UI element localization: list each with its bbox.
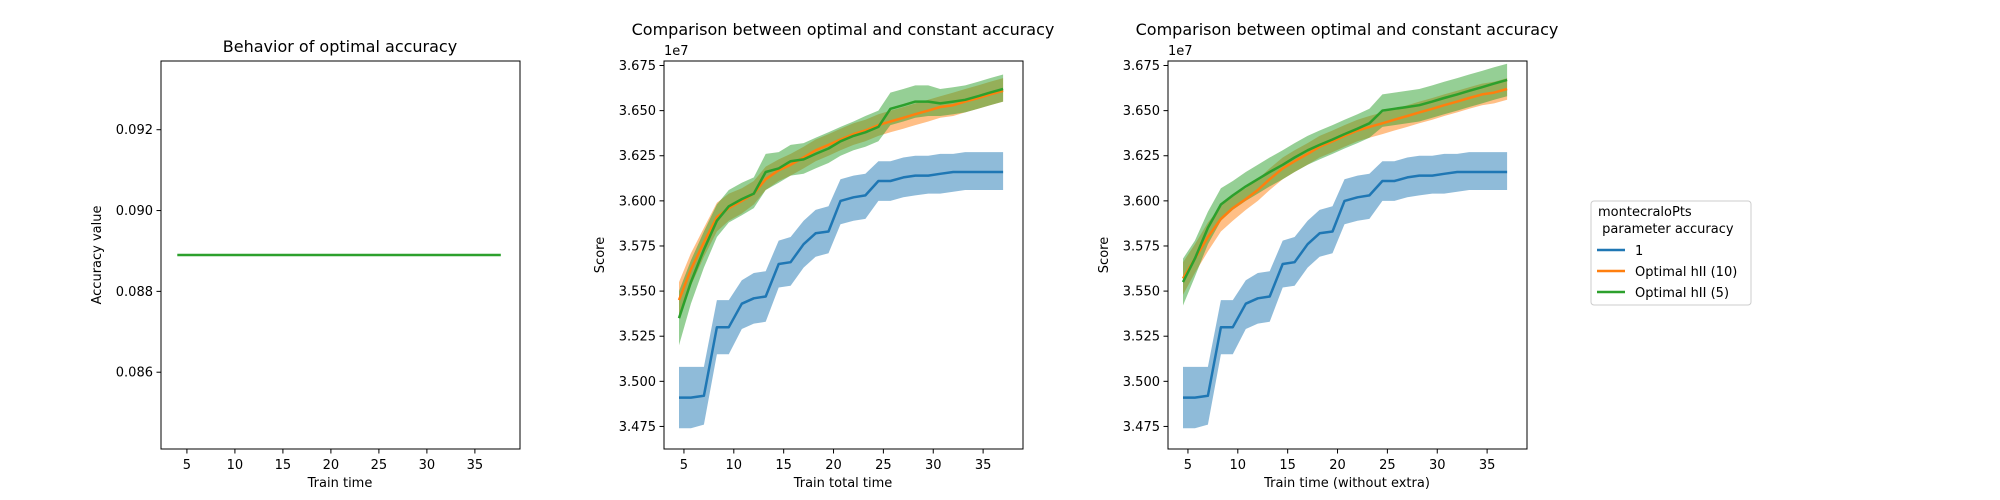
x-tick-label: 10 bbox=[227, 458, 244, 473]
plot-area: 5 10 15 20 25 30 35 3.475 3.500 3.525 3.550 3.575 3.… bbox=[1123, 59, 1508, 473]
x-tick-label: 35 bbox=[467, 458, 484, 473]
y-tick-label: 3.475 bbox=[619, 420, 656, 435]
chart-title: Behavior of optimal accuracy bbox=[223, 37, 457, 56]
line-series-optimal-hii-10 bbox=[677, 89, 1004, 301]
x-tick-label: 30 bbox=[419, 458, 436, 473]
legend-label-optimal-10: Optimal hII (10) bbox=[1635, 265, 1737, 280]
y-tick-label: 3.675 bbox=[619, 59, 656, 74]
y-tick-label: 3.650 bbox=[1123, 104, 1160, 119]
y-tick-label: 3.575 bbox=[619, 239, 656, 254]
y-tick-label: 0.092 bbox=[116, 123, 153, 138]
line-series-optimal-hii-10 bbox=[1181, 87, 1508, 280]
legend-title-line-1: montecraloPts bbox=[1598, 205, 1692, 220]
x-tick-label: 25 bbox=[371, 458, 388, 473]
axes-frame bbox=[1167, 60, 1528, 450]
x-tick-label: 15 bbox=[1279, 458, 1296, 473]
x-tick-label: 15 bbox=[775, 458, 792, 473]
line-series-1 bbox=[1183, 170, 1508, 399]
y-tick-label: 3.500 bbox=[619, 375, 656, 390]
plot-area: 5 10 15 20 25 30 35 0.086 0.088 0.090 0.092 bbox=[116, 123, 501, 473]
axes-frame bbox=[663, 60, 1024, 450]
legend: montecraloPts parameter accuracy 1 Optim… bbox=[1590, 200, 1752, 306]
x-tick-label: 20 bbox=[323, 458, 340, 473]
y-tick-label: 3.625 bbox=[1123, 149, 1160, 164]
chart-title: Comparison between optimal and constant … bbox=[632, 20, 1055, 39]
x-tick-label: 5 bbox=[1184, 458, 1192, 473]
line-series-1 bbox=[679, 170, 1004, 399]
y-tick-label: 3.575 bbox=[1123, 239, 1160, 254]
y-tick-label: 3.550 bbox=[1123, 285, 1160, 300]
y-tick-label: 3.625 bbox=[619, 149, 656, 164]
y-tick-label: 3.650 bbox=[619, 104, 656, 119]
y-tick-label: 3.500 bbox=[1123, 375, 1160, 390]
legend-label-1: 1 bbox=[1635, 244, 1643, 259]
y-axis-label: Accuracy value bbox=[90, 206, 105, 305]
line-series-optimal-hii-5 bbox=[1181, 78, 1508, 283]
chart-score-train-time: Comparison between optimal and constant … bbox=[1097, 20, 1558, 491]
y-tick-label: 3.600 bbox=[619, 194, 656, 209]
x-axis-label: Train time bbox=[307, 476, 373, 491]
band-series-1 bbox=[679, 152, 1004, 429]
legend-label-optimal-5: Optimal hII (5) bbox=[1635, 286, 1729, 301]
y-axis-label: Score bbox=[1097, 237, 1112, 273]
x-tick-label: 10 bbox=[1230, 458, 1247, 473]
x-tick-label: 20 bbox=[1329, 458, 1346, 473]
y-tick-label: 3.550 bbox=[619, 285, 656, 300]
y-offset-text: 1e7 bbox=[1168, 44, 1193, 59]
x-axis-label: Train time (without extra) bbox=[1263, 476, 1430, 491]
x-tick-label: 15 bbox=[275, 458, 292, 473]
plot-area: 5 10 15 20 25 30 35 3.475 3.500 3.525 3.550 3.575 3.… bbox=[619, 59, 1004, 473]
band-series-optimal-hii-5 bbox=[679, 74, 1004, 346]
legend-title-line-2: parameter accuracy bbox=[1598, 222, 1734, 237]
x-axis-label: Train total time bbox=[793, 476, 893, 491]
y-tick-label: 0.086 bbox=[116, 366, 153, 381]
y-tick-label: 3.525 bbox=[1123, 330, 1160, 345]
y-tick-label: 3.675 bbox=[1123, 59, 1160, 74]
y-tick-label: 3.600 bbox=[1123, 194, 1160, 209]
x-tick-label: 5 bbox=[183, 458, 191, 473]
axes-frame bbox=[160, 60, 521, 450]
legend-box bbox=[1590, 200, 1752, 306]
x-tick-label: 20 bbox=[825, 458, 842, 473]
chart-score-total-time: Comparison between optimal and constant … bbox=[593, 20, 1054, 491]
x-tick-label: 10 bbox=[726, 458, 743, 473]
chart-title: Comparison between optimal and constant … bbox=[1136, 20, 1559, 39]
y-tick-label: 3.525 bbox=[619, 330, 656, 345]
line-series-optimal-hii-5 bbox=[677, 87, 1004, 319]
x-tick-label: 25 bbox=[1379, 458, 1396, 473]
x-tick-label: 35 bbox=[975, 458, 992, 473]
y-tick-label: 0.088 bbox=[116, 285, 153, 300]
x-tick-label: 35 bbox=[1479, 458, 1496, 473]
y-tick-label: 0.090 bbox=[116, 204, 153, 219]
x-tick-label: 25 bbox=[875, 458, 892, 473]
y-axis-label: Score bbox=[593, 237, 608, 273]
x-tick-label: 5 bbox=[680, 458, 688, 473]
chart-accuracy-behavior: Behavior of optimal accuracy 5 10 15 20 25 30… bbox=[90, 37, 521, 491]
x-tick-label: 30 bbox=[1429, 458, 1446, 473]
band-series-1 bbox=[1183, 152, 1508, 429]
x-tick-label: 30 bbox=[925, 458, 942, 473]
y-offset-text: 1e7 bbox=[664, 44, 689, 59]
y-tick-label: 3.475 bbox=[1123, 420, 1160, 435]
